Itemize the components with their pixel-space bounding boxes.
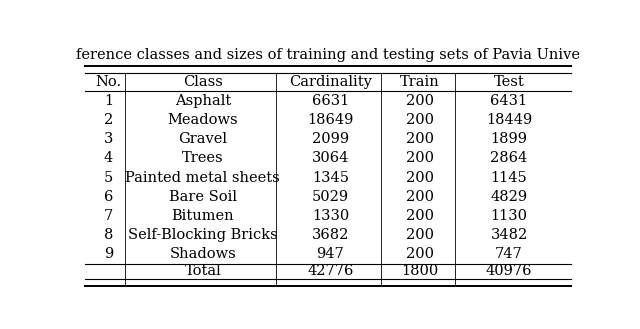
Text: 1: 1	[104, 94, 113, 108]
Text: ference classes and sizes of training and testing sets of Pavia Unive: ference classes and sizes of training an…	[76, 48, 580, 63]
Text: 18649: 18649	[307, 113, 354, 127]
Text: 3482: 3482	[490, 228, 527, 242]
Text: Cardinality: Cardinality	[289, 75, 372, 89]
Text: 18449: 18449	[486, 113, 532, 127]
Text: 6431: 6431	[490, 94, 527, 108]
Text: 947: 947	[317, 247, 344, 261]
Text: Bitumen: Bitumen	[172, 209, 234, 223]
Text: 5: 5	[104, 170, 113, 185]
Text: 3064: 3064	[312, 151, 349, 165]
Text: 200: 200	[406, 190, 434, 204]
Text: Self-Blocking Bricks: Self-Blocking Bricks	[128, 228, 278, 242]
Text: Train: Train	[400, 75, 440, 89]
Text: 200: 200	[406, 209, 434, 223]
Text: 3682: 3682	[312, 228, 349, 242]
Text: 200: 200	[406, 170, 434, 185]
Text: 7: 7	[104, 209, 113, 223]
Text: 4: 4	[104, 151, 113, 165]
Text: 8: 8	[104, 228, 113, 242]
Text: 9: 9	[104, 247, 113, 261]
Text: 40976: 40976	[486, 264, 532, 278]
Text: 200: 200	[406, 228, 434, 242]
Text: 1130: 1130	[490, 209, 527, 223]
Text: 747: 747	[495, 247, 523, 261]
Text: 6: 6	[104, 190, 113, 204]
Text: 2864: 2864	[490, 151, 527, 165]
Text: Gravel: Gravel	[179, 132, 227, 146]
Text: Meadows: Meadows	[168, 113, 238, 127]
Text: 200: 200	[406, 132, 434, 146]
Text: 200: 200	[406, 113, 434, 127]
Text: Total: Total	[184, 264, 221, 278]
Text: Class: Class	[183, 75, 223, 89]
Text: 200: 200	[406, 247, 434, 261]
Text: 6631: 6631	[312, 94, 349, 108]
Text: Trees: Trees	[182, 151, 223, 165]
Text: Test: Test	[493, 75, 524, 89]
Text: Bare Soil: Bare Soil	[169, 190, 237, 204]
Text: 42776: 42776	[307, 264, 354, 278]
Text: 200: 200	[406, 94, 434, 108]
Text: 1899: 1899	[490, 132, 527, 146]
Text: 2099: 2099	[312, 132, 349, 146]
Text: 1145: 1145	[491, 170, 527, 185]
Text: 5029: 5029	[312, 190, 349, 204]
Text: Asphalt: Asphalt	[175, 94, 231, 108]
Text: 200: 200	[406, 151, 434, 165]
Text: 3: 3	[104, 132, 113, 146]
Text: 1330: 1330	[312, 209, 349, 223]
Text: No.: No.	[95, 75, 122, 89]
Text: 1800: 1800	[401, 264, 438, 278]
Text: 2: 2	[104, 113, 113, 127]
Text: 4829: 4829	[490, 190, 527, 204]
Text: Shadows: Shadows	[170, 247, 236, 261]
Text: Painted metal sheets: Painted metal sheets	[125, 170, 280, 185]
Text: 1345: 1345	[312, 170, 349, 185]
